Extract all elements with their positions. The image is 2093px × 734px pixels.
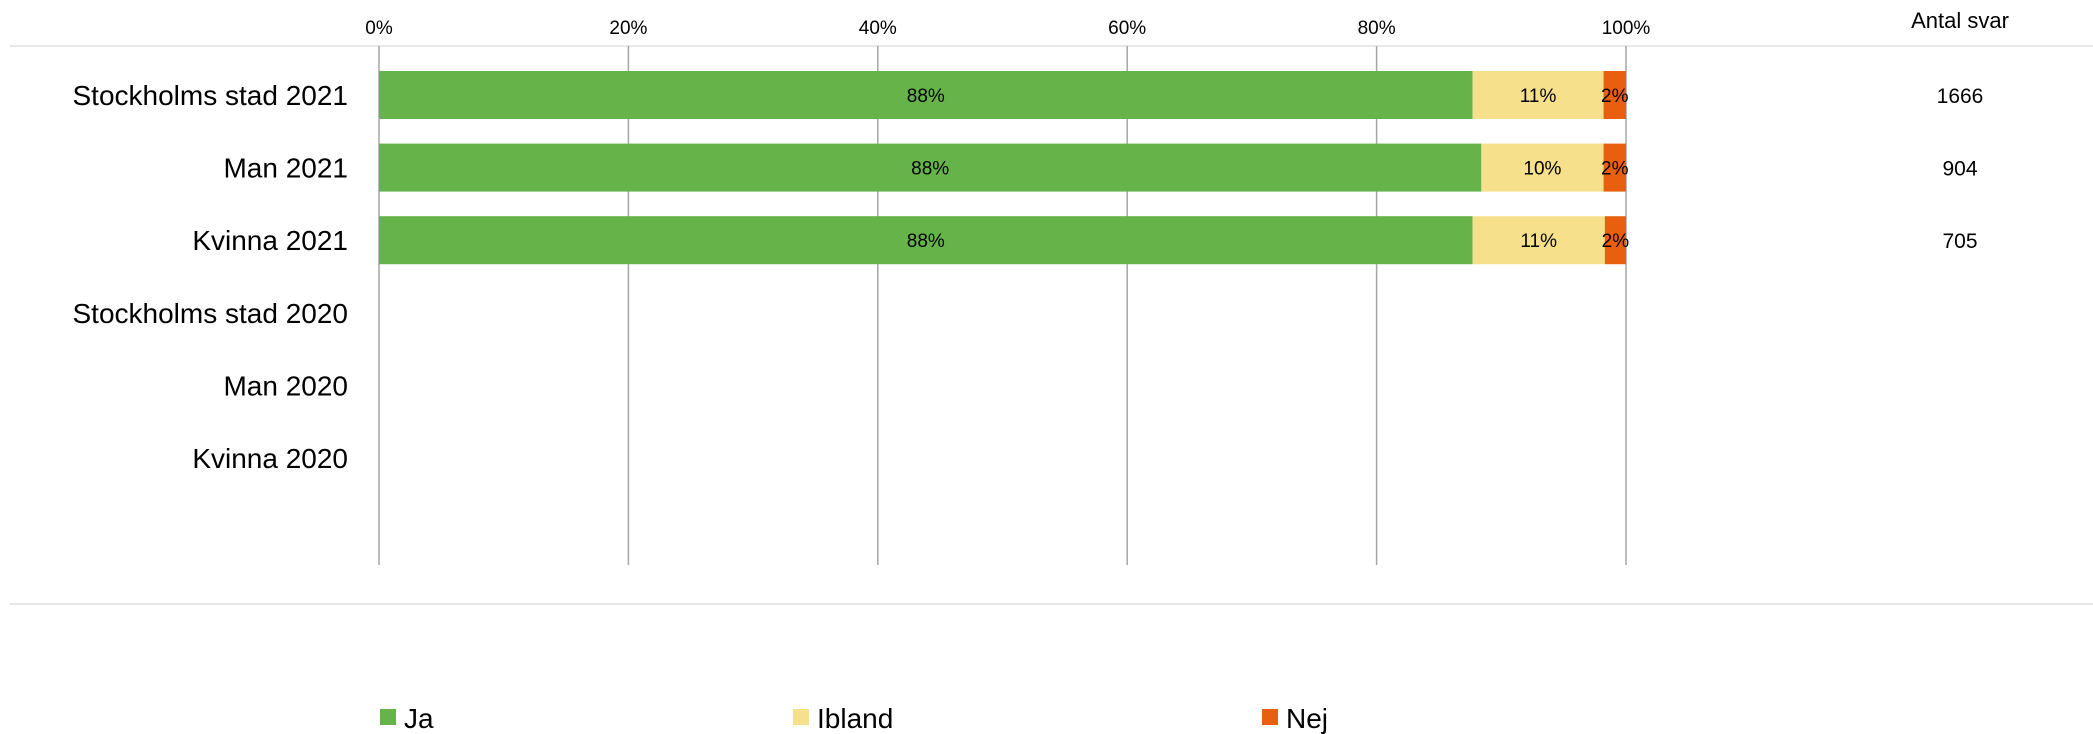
category-label: Stockholms stad 2021 [73, 80, 349, 111]
data-label: 88% [911, 159, 949, 180]
data-label: 88% [907, 231, 945, 252]
legend-label: Nej [1286, 703, 1328, 734]
response-count: 904 [1942, 158, 1977, 181]
response-count: 1666 [1937, 85, 1984, 108]
data-label: 2% [1601, 159, 1629, 180]
legend-swatch [1262, 709, 1278, 725]
data-label: 2% [1602, 231, 1630, 252]
category-labels: Stockholms stad 2021 Man 2021 Kvinna 2021 S… [73, 80, 349, 474]
data-label: 88% [907, 86, 945, 107]
legend: Ja Ibland Nej [380, 703, 1328, 734]
gridlines [378, 46, 1627, 565]
x-tick-label: 0% [365, 18, 393, 39]
bar-segment [1481, 143, 1604, 192]
data-label: 2% [1601, 86, 1629, 107]
bar-segment [1472, 71, 1604, 119]
legend-swatch [793, 709, 809, 725]
bar-segment [1604, 216, 1626, 265]
data-labels: 88% 11% 2% 88% 10% 2% 88% 11% 2% [907, 86, 1629, 252]
data-label: 11% [1520, 86, 1557, 107]
data-label: 10% [1523, 159, 1561, 180]
legend-swatch [380, 709, 396, 725]
bar-segment [1603, 71, 1626, 119]
x-tick-label: 20% [609, 18, 647, 39]
bar-segment [379, 143, 1482, 192]
response-counts: 1666 904 705 [1937, 85, 1984, 253]
category-label: Man 2021 [223, 153, 348, 184]
category-label: Stockholms stad 2020 [73, 298, 349, 329]
category-label: Kvinna 2021 [192, 225, 348, 256]
legend-label: Ibland [817, 703, 893, 734]
category-label: Kvinna 2020 [192, 443, 348, 474]
bar-segment [1472, 216, 1605, 265]
x-tick-labels: 0% 20% 40% 60% 80% 100% [365, 18, 1650, 39]
category-label: Man 2020 [223, 370, 348, 401]
bars [379, 71, 1626, 265]
x-tick-label: 100% [1602, 18, 1651, 39]
bar-segment [379, 216, 1473, 265]
response-count: 705 [1942, 230, 1977, 253]
count-header: Antal svar [1911, 8, 2009, 33]
data-label: 11% [1520, 231, 1557, 252]
bar-segment [379, 71, 1473, 119]
x-tick-label: 40% [859, 18, 897, 39]
bar-segment [1603, 143, 1626, 192]
x-tick-label: 80% [1358, 18, 1396, 39]
x-tick-label: 60% [1108, 18, 1146, 39]
legend-label: Ja [404, 703, 434, 734]
